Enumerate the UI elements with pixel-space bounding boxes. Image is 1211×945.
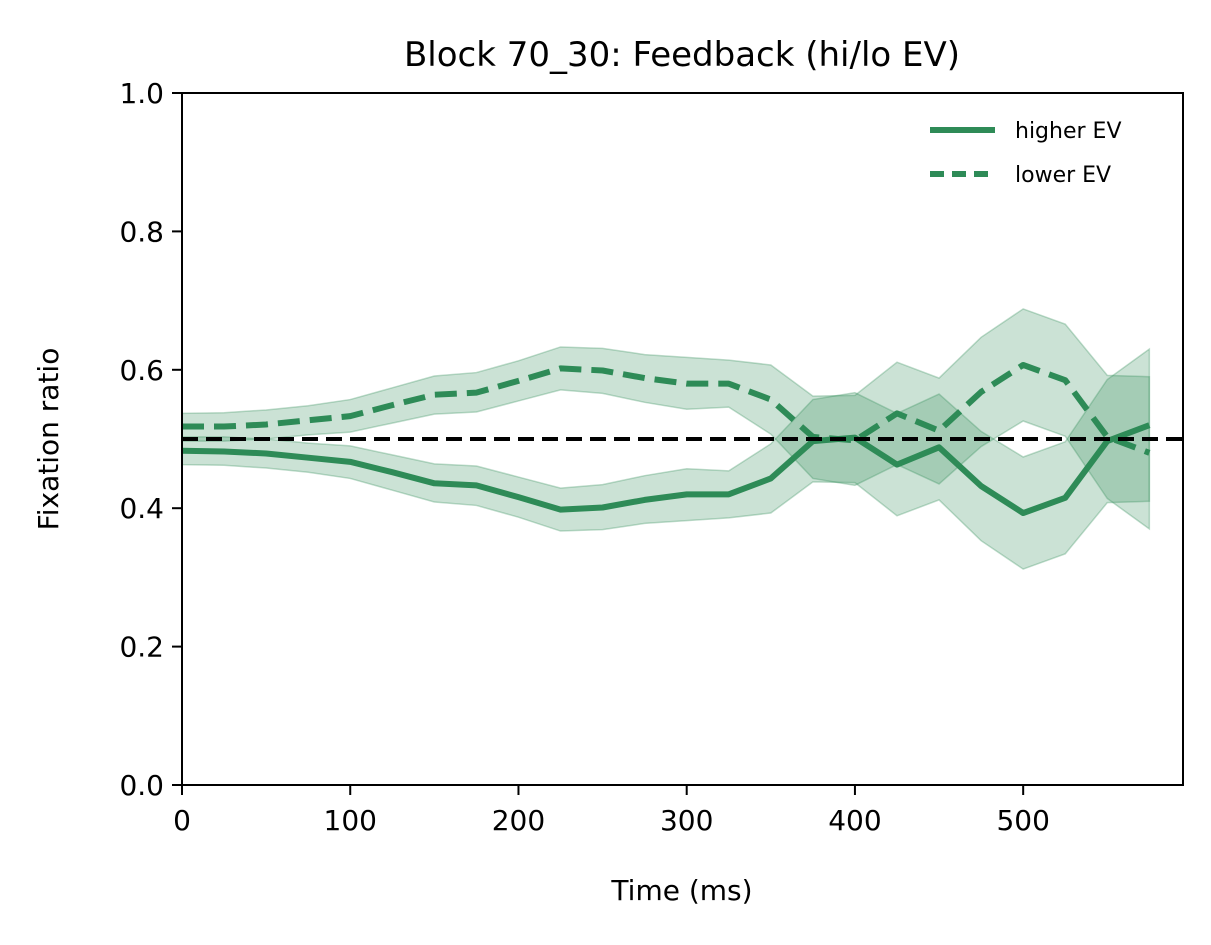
plot-frame <box>181 92 1184 786</box>
axes: 0 100 200 300 400 500 0.0 0.2 0.4 0.6 0.8 1.0 <box>119 77 1184 837</box>
y-tick-label: 0.6 <box>119 354 164 387</box>
legend: higher EV lower EV <box>930 119 1122 188</box>
y-axis-label: Fixation ratio <box>32 348 65 531</box>
x-tick-label: 200 <box>492 804 545 837</box>
x-tick-label: 500 <box>996 804 1049 837</box>
y-tick-label: 0.2 <box>119 631 164 664</box>
y-tick-label: 0.4 <box>119 492 164 525</box>
series-line-lower-ev <box>182 361 1151 456</box>
chart-title: Block 70_30: Feedback (hi/lo EV) <box>404 35 960 75</box>
legend-label-lower-ev: lower EV <box>1015 163 1111 188</box>
y-tick-label: 0.8 <box>119 215 164 248</box>
x-axis-label: Time (ms) <box>610 874 752 907</box>
x-tick-label: 300 <box>660 804 713 837</box>
x-tick-label: 0 <box>173 804 191 837</box>
x-tick-label: 400 <box>828 804 881 837</box>
legend-label-higher-ev: higher EV <box>1015 119 1122 144</box>
y-tick-label: 0.0 <box>119 769 164 802</box>
series-line-higher-ev <box>182 422 1151 517</box>
x-tick-label: 100 <box>324 804 377 837</box>
series-lines <box>182 361 1151 517</box>
y-tick-label: 1.0 <box>119 77 164 110</box>
